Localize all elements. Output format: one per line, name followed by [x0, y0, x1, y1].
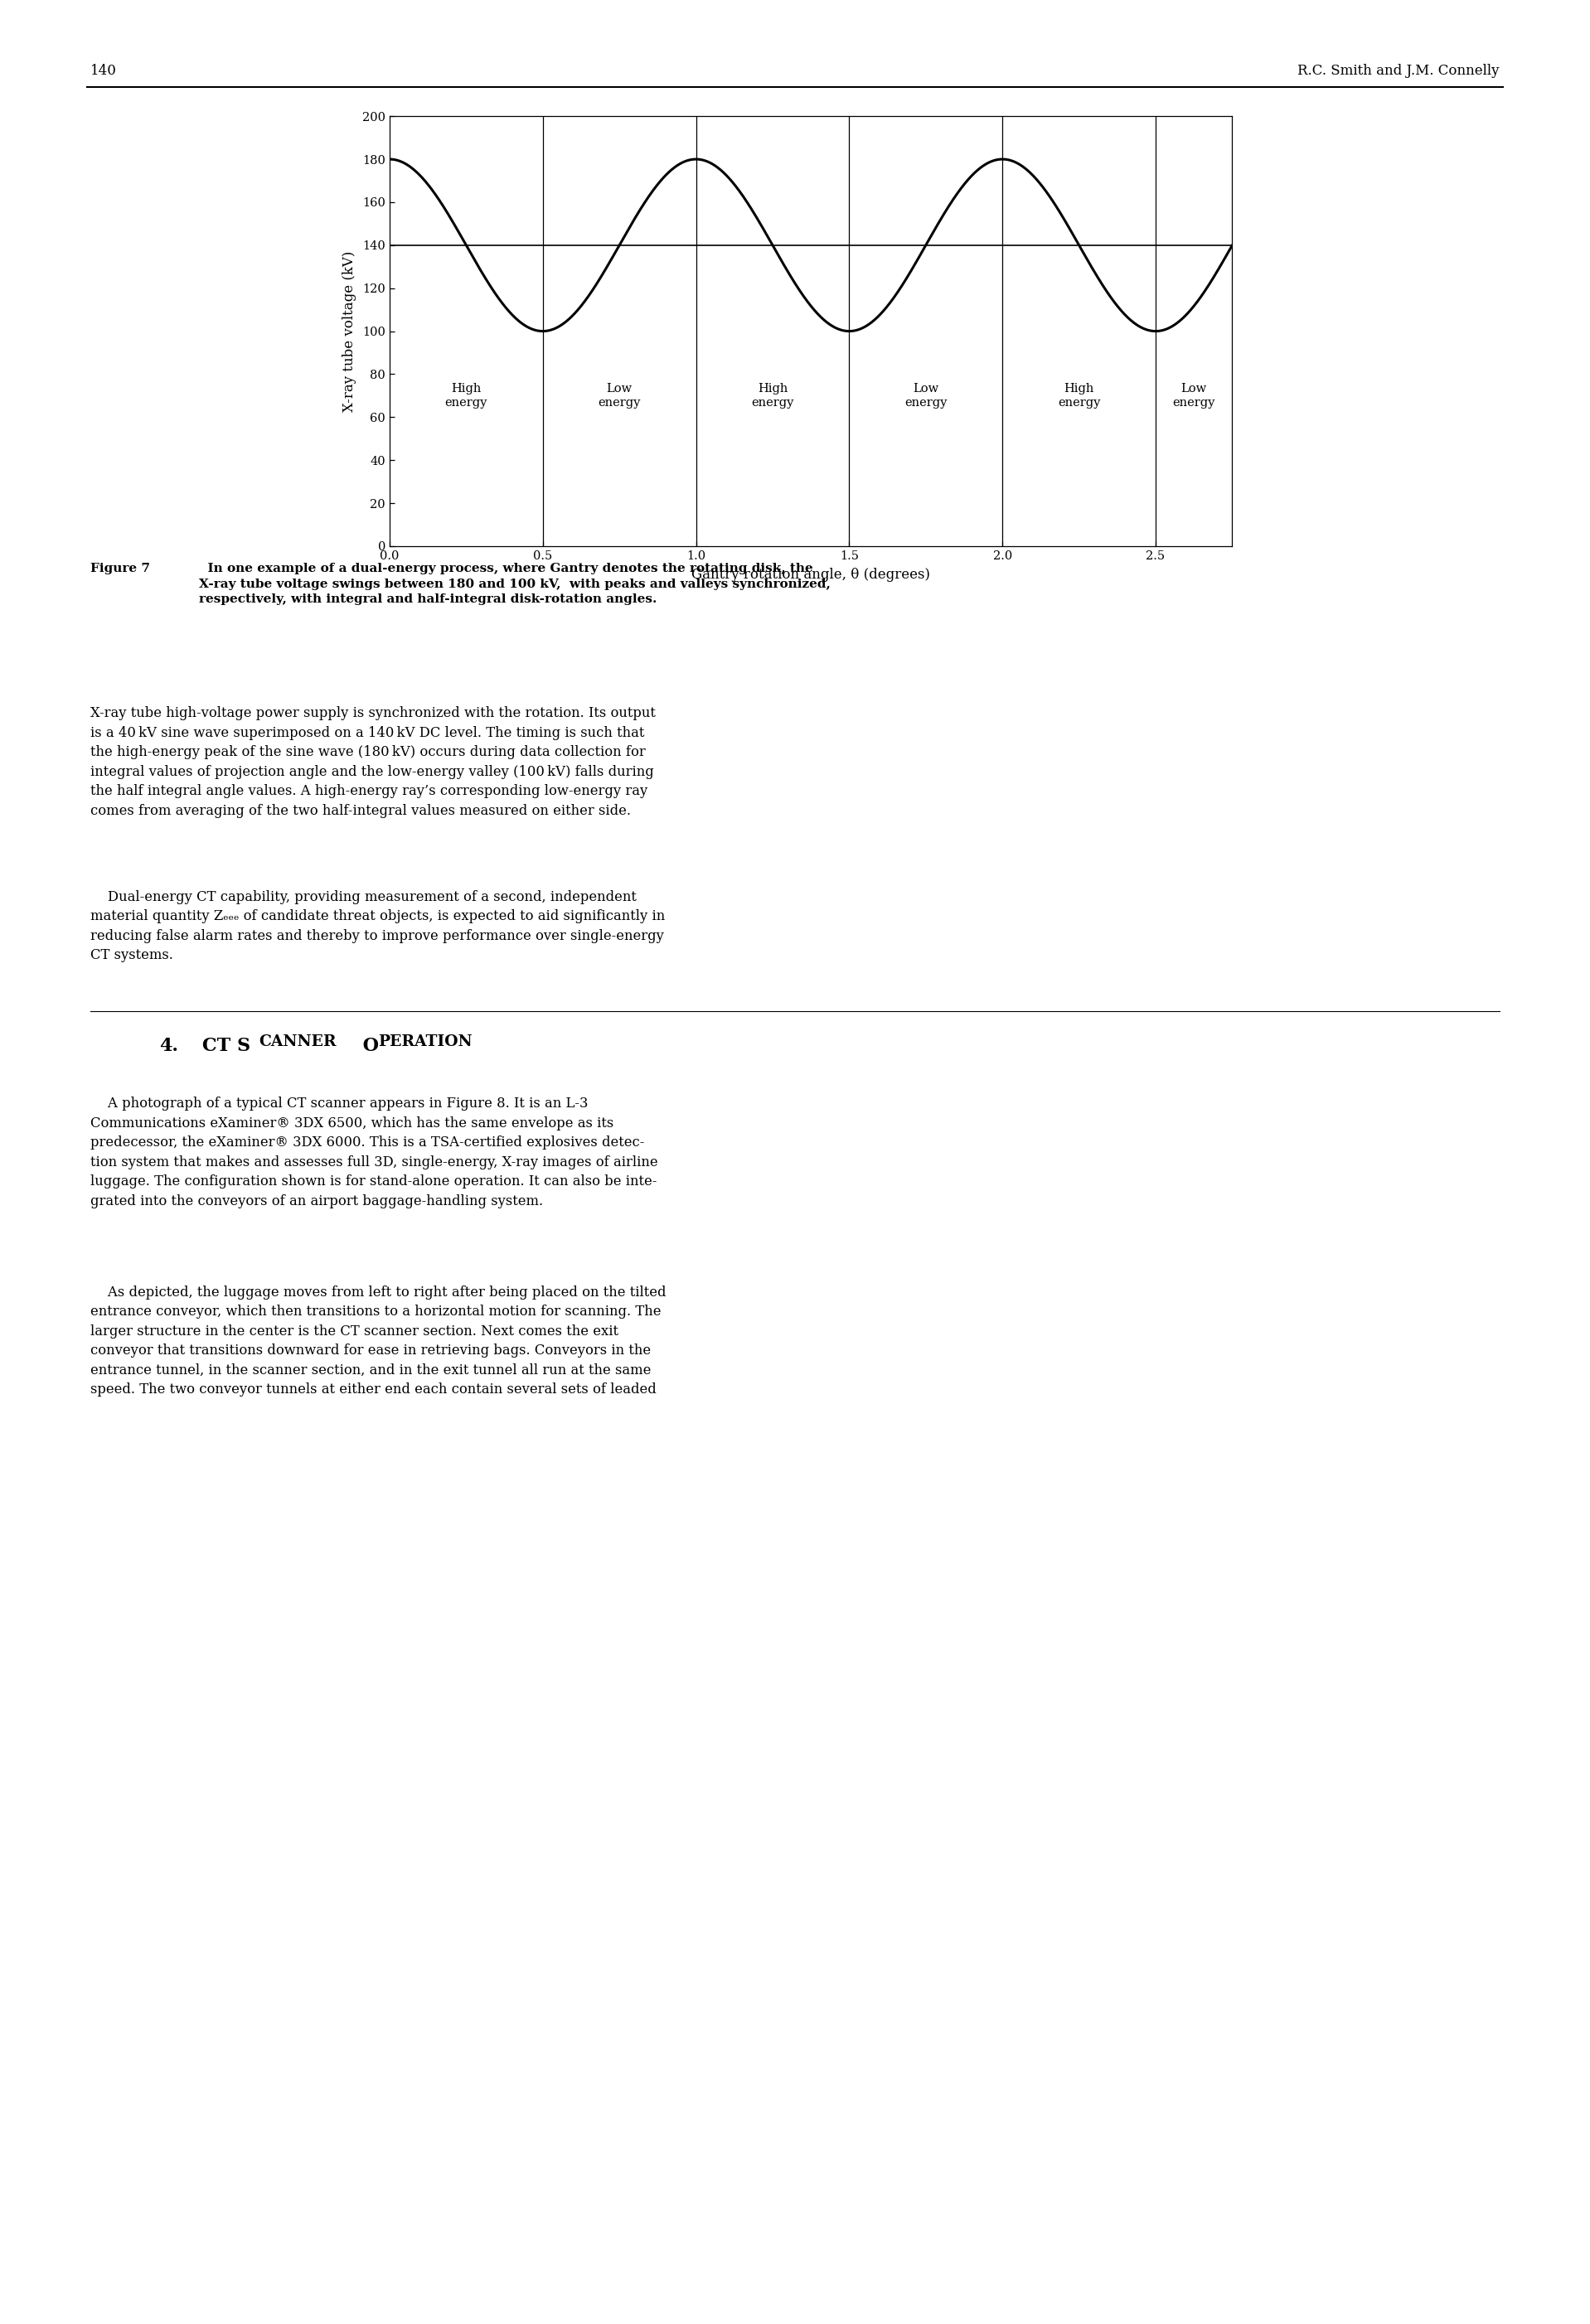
Text: CANNER: CANNER [259, 1034, 337, 1048]
Text: O: O [356, 1037, 378, 1055]
Text: Figure 7: Figure 7 [91, 562, 151, 574]
Text: X-ray tube high-voltage power supply is synchronized with the rotation. Its outp: X-ray tube high-voltage power supply is … [91, 706, 657, 818]
Text: As depicted, the luggage moves from left to right after being placed on the tilt: As depicted, the luggage moves from left… [91, 1285, 666, 1397]
X-axis label: Gantry rotation angle, θ (degrees): Gantry rotation angle, θ (degrees) [692, 567, 930, 581]
Text: PERATION: PERATION [378, 1034, 472, 1048]
Text: High
energy: High energy [1057, 383, 1100, 409]
Text: Low
energy: Low energy [598, 383, 641, 409]
Y-axis label: X-ray tube voltage (kV): X-ray tube voltage (kV) [342, 251, 356, 411]
Text: High
energy: High energy [752, 383, 793, 409]
Text: Dual-energy CT capability, providing measurement of a second, independent
materi: Dual-energy CT capability, providing mea… [91, 890, 665, 962]
Text: Low
energy: Low energy [905, 383, 948, 409]
Text: High
energy: High energy [445, 383, 488, 409]
Text: R.C. Smith and J.M. Connelly: R.C. Smith and J.M. Connelly [1297, 63, 1499, 77]
Text: Low
energy: Low energy [1173, 383, 1215, 409]
Text: CT S: CT S [202, 1037, 250, 1055]
Text: In one example of a dual-energy process, where Gantry denotes the rotating disk,: In one example of a dual-energy process,… [199, 562, 830, 607]
Text: A photograph of a typical CT scanner appears in Figure 8. It is an L-3
Communica: A photograph of a typical CT scanner app… [91, 1097, 658, 1208]
Text: 140: 140 [91, 63, 118, 77]
Text: 4.: 4. [159, 1037, 178, 1055]
